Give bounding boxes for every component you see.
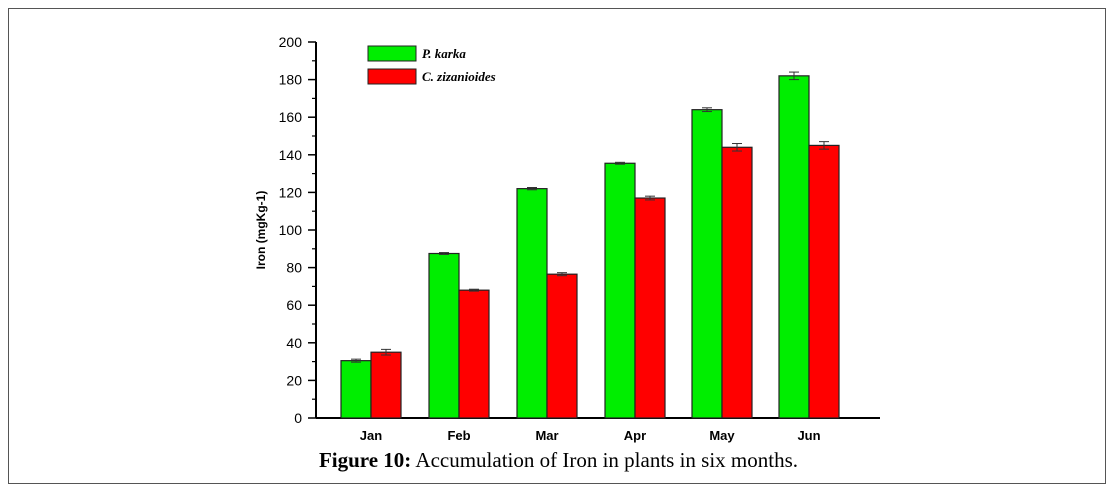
- y-tick-label: 0: [294, 410, 302, 426]
- legend-label: P. karka: [422, 46, 466, 61]
- x-tick-label: Mar: [535, 428, 558, 443]
- bar-c-zizanioides: [546, 273, 578, 419]
- y-tick-label: 200: [279, 34, 303, 50]
- y-tick-label: 120: [279, 184, 303, 200]
- y-tick-label: 20: [286, 372, 302, 388]
- y-tick-label: 180: [279, 72, 303, 88]
- x-tick-label: Feb: [447, 428, 470, 443]
- y-axis-label: Iron (mgKg-1): [254, 191, 268, 270]
- bar-p-karka: [340, 360, 372, 419]
- x-tick-label: May: [709, 428, 735, 443]
- bar-c-zizanioides: [458, 289, 490, 419]
- bar-p-karka: [516, 188, 548, 419]
- bar-c-zizanioides: [370, 351, 402, 419]
- figure-caption: Figure 10: Accumulation of Iron in plant…: [0, 448, 1117, 473]
- y-tick-label: 60: [286, 297, 302, 313]
- caption-label: Figure 10:: [318, 448, 412, 472]
- legend-swatch: [367, 45, 417, 62]
- bar-p-karka: [604, 162, 636, 419]
- y-tick-label: 40: [286, 335, 302, 351]
- figure-frame: [8, 8, 1106, 484]
- x-tick-label: Jun: [797, 428, 820, 443]
- y-tick-label: 160: [279, 109, 303, 125]
- legend-swatch: [367, 68, 417, 85]
- y-tick-label: 140: [279, 147, 303, 163]
- caption-text: Accumulation of Iron in plants in six mo…: [411, 448, 799, 472]
- bar-p-karka: [778, 75, 810, 419]
- bar-c-zizanioides: [721, 146, 753, 419]
- y-tick-label: 100: [279, 222, 303, 238]
- bar-p-karka: [691, 109, 723, 419]
- bar-c-zizanioides: [634, 197, 666, 419]
- x-tick-label: Jan: [360, 428, 382, 443]
- bar-p-karka: [428, 252, 460, 419]
- bar-c-zizanioides: [808, 144, 840, 419]
- y-tick-label: 80: [286, 260, 302, 276]
- x-tick-label: Apr: [624, 428, 646, 443]
- legend-label: C. zizanioides: [422, 69, 496, 84]
